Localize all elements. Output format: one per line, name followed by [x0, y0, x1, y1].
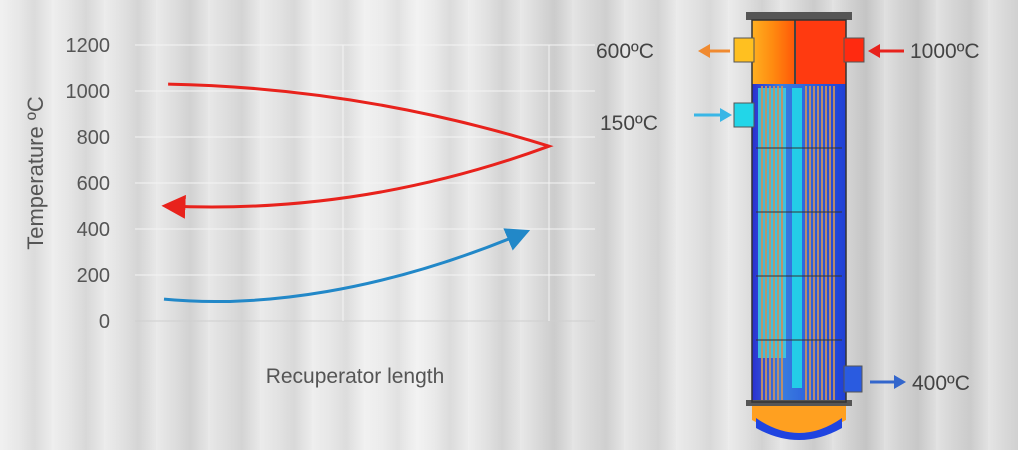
bottom-cap: [756, 418, 842, 440]
cold-inlet-nozzle: [733, 102, 755, 128]
hot-stream-curve: [161, 82, 554, 219]
cold-annulus-right: [792, 88, 802, 388]
hot-inlet-temp-label: 1000ºC: [910, 40, 980, 63]
y-axis-label: Temperature ºC: [23, 96, 48, 250]
baffles: [756, 147, 842, 341]
hot-outlet-temp-label: 600ºC: [596, 40, 654, 63]
hot-outlet-plenum: [752, 20, 794, 84]
recuperator-cross-section: 600ºC 1000ºC 150ºC 400ºC: [596, 12, 980, 440]
cold-outlet-nozzle: [843, 365, 863, 393]
tube-bundle: [761, 86, 835, 400]
y-tick-label: 200: [77, 265, 110, 287]
hot-outlet-nozzle: [733, 37, 755, 63]
cold-outlet-arrow: [870, 375, 906, 389]
top-flange: [746, 12, 852, 20]
chart-curves: [161, 82, 554, 303]
y-tick-label: 0: [99, 311, 110, 333]
y-tick-labels: 0 200 400 600 800 1000 1200: [66, 35, 111, 333]
y-tick-label: 1000: [66, 81, 111, 103]
bottom-flange: [746, 400, 852, 406]
chart-grid: [135, 44, 595, 322]
temperature-profile-chart: 0 200 400 600 800 1000 1200 Temperature ºC Rec…: [23, 35, 595, 388]
hot-outlet-arrow: [698, 44, 730, 58]
cold-outlet-temp-label: 400ºC: [912, 372, 970, 395]
shell-outline: [751, 19, 847, 403]
y-tick-label: 400: [77, 219, 110, 241]
y-tick-label: 1200: [66, 35, 111, 57]
bottom-plenum: [752, 402, 846, 433]
y-tick-label: 600: [77, 173, 110, 195]
hot-inlet-arrow: [868, 44, 904, 58]
hot-inlet-plenum: [796, 20, 846, 84]
y-tick-label: 800: [77, 127, 110, 149]
x-axis-label: Recuperator length: [266, 365, 445, 388]
cold-stream-curve: [163, 228, 531, 303]
hot-inlet-nozzle: [843, 37, 865, 63]
cold-inlet-temp-label: 150ºC: [600, 112, 658, 135]
cold-inlet-arrow: [694, 108, 732, 122]
